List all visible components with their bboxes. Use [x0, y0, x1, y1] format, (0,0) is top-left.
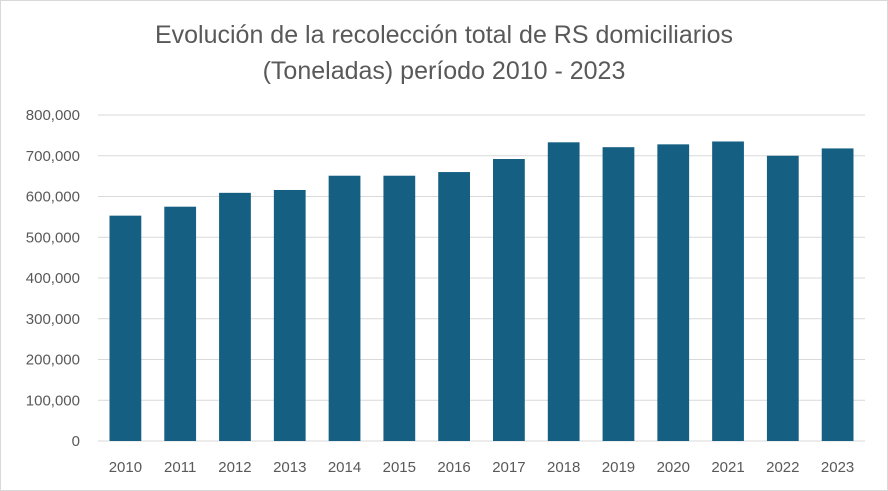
chart-title: Evolución de la recolección total de RS … [1, 17, 887, 89]
x-tick-label: 2011 [164, 459, 196, 476]
x-tick-label: 2012 [218, 459, 251, 476]
chart-title-line-2: (Toneladas) período 2010 - 2023 [262, 57, 626, 85]
y-tick-label: 400,000 [26, 270, 80, 287]
y-tick-label: 600,000 [26, 189, 80, 206]
bar-2013 [273, 189, 306, 441]
bar-2016 [438, 172, 470, 442]
bar-2012 [219, 192, 251, 441]
bar-2020 [657, 144, 690, 441]
y-tick-label: 100,000 [26, 392, 80, 409]
bar-2022 [766, 155, 799, 441]
y-tick-label: 0 [72, 433, 80, 450]
y-tick-label: 500,000 [26, 229, 80, 246]
y-tick-label: 300,000 [26, 311, 80, 328]
bar-2014 [328, 175, 361, 441]
bar-2023 [821, 148, 854, 442]
bar-2011 [164, 206, 197, 441]
x-tick-label: 2015 [383, 459, 416, 476]
bar-2010 [109, 215, 142, 441]
bar-2017 [493, 159, 525, 441]
bar-2018 [547, 142, 580, 442]
x-tick-label: 2013 [273, 459, 306, 476]
x-tick-label: 2022 [766, 459, 799, 476]
bar-2015 [383, 175, 416, 441]
y-tick-label: 200,000 [26, 352, 80, 369]
y-tick-label: 700,000 [26, 148, 80, 165]
x-tick-label: 2018 [547, 459, 580, 476]
bar-2019 [602, 147, 635, 441]
y-tick-label: 800,000 [26, 107, 80, 124]
chart-title-line-1: Evolución de la recolección total de RS … [154, 21, 734, 49]
x-tick-label: 2014 [328, 459, 361, 476]
x-tick-label: 2019 [602, 459, 635, 476]
bar-2021 [712, 141, 744, 442]
x-tick-label: 2017 [492, 459, 525, 476]
x-tick-label: 2020 [657, 459, 690, 476]
x-tick-label: 2010 [109, 459, 142, 476]
x-tick-label: 2023 [821, 459, 854, 476]
x-tick-label: 2021 [711, 459, 744, 476]
x-tick-label: 2016 [437, 459, 470, 476]
